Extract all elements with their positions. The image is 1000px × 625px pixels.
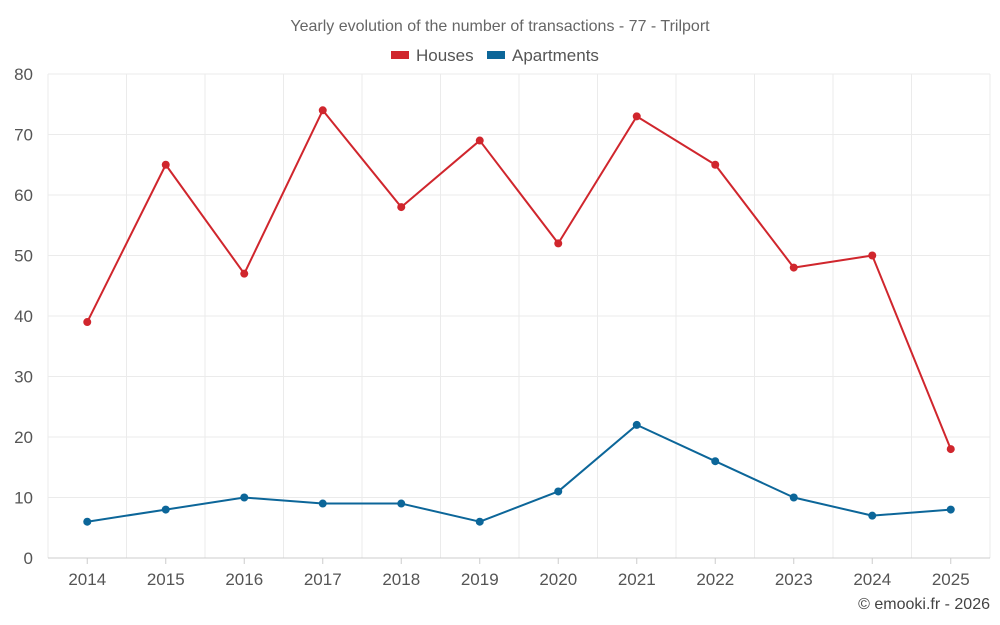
data-point-apartments[interactable] <box>161 505 170 514</box>
y-tick-label: 0 <box>24 549 33 568</box>
data-point-apartments[interactable] <box>711 457 720 466</box>
data-point-apartments[interactable] <box>632 420 641 429</box>
x-tick-label: 2017 <box>304 570 342 589</box>
x-tick-label: 2014 <box>68 570 106 589</box>
legend-label-apartments: Apartments <box>512 46 599 65</box>
data-point-houses[interactable] <box>397 203 406 212</box>
x-tick-label: 2020 <box>539 570 577 589</box>
y-tick-label: 20 <box>14 428 33 447</box>
data-point-houses[interactable] <box>240 269 249 278</box>
credit-text: © emooki.fr - 2026 <box>858 596 990 613</box>
data-point-apartments[interactable] <box>318 499 327 508</box>
y-axis-ticks: 0 10 20 30 40 50 60 70 80 <box>14 65 33 568</box>
x-tick-label: 2021 <box>618 570 656 589</box>
y-tick-label: 10 <box>14 489 33 508</box>
y-tick-label: 40 <box>14 307 33 326</box>
x-tick-label: 2016 <box>225 570 263 589</box>
data-point-apartments[interactable] <box>475 517 484 526</box>
legend-swatch-apartments <box>487 51 505 59</box>
x-tick-label: 2015 <box>147 570 185 589</box>
y-tick-label: 80 <box>14 65 33 84</box>
series <box>83 106 955 526</box>
data-point-apartments[interactable] <box>554 487 563 496</box>
data-point-apartments[interactable] <box>397 499 406 508</box>
data-point-apartments[interactable] <box>789 493 798 502</box>
y-tick-label: 70 <box>14 126 33 145</box>
data-point-houses[interactable] <box>161 160 170 169</box>
x-tick-label: 2024 <box>853 570 891 589</box>
x-axis-ticks: 2014 2015 2016 2017 2018 2019 2020 2021 2022 2023… <box>68 558 970 589</box>
grid <box>47 73 991 559</box>
legend-swatch-houses <box>391 51 409 59</box>
data-point-apartments[interactable] <box>240 493 249 502</box>
chart-title: Yearly evolution of the number of transa… <box>290 18 710 35</box>
x-tick-label: 2018 <box>382 570 420 589</box>
y-tick-label: 60 <box>14 186 33 205</box>
series-line-apartments <box>87 423 951 523</box>
data-point-apartments[interactable] <box>868 511 877 520</box>
x-tick-label: 2025 <box>932 570 970 589</box>
legend: Houses Apartments <box>391 46 599 65</box>
x-tick-label: 2022 <box>696 570 734 589</box>
data-point-houses[interactable] <box>83 318 92 327</box>
series-line-houses <box>86 109 952 450</box>
data-point-houses[interactable] <box>318 106 327 115</box>
y-tick-label: 30 <box>14 368 33 387</box>
y-tick-label: 50 <box>14 247 33 266</box>
data-point-apartments[interactable] <box>83 517 92 526</box>
legend-label-houses: Houses <box>416 46 474 65</box>
data-point-houses[interactable] <box>475 136 484 145</box>
data-point-houses[interactable] <box>554 239 563 248</box>
data-point-houses[interactable] <box>946 445 955 454</box>
data-point-houses[interactable] <box>711 160 720 169</box>
data-point-houses[interactable] <box>868 251 877 260</box>
data-point-houses[interactable] <box>789 263 798 272</box>
x-tick-label: 2019 <box>461 570 499 589</box>
data-point-houses[interactable] <box>632 112 641 121</box>
data-point-apartments[interactable] <box>946 505 955 514</box>
x-tick-label: 2023 <box>775 570 813 589</box>
